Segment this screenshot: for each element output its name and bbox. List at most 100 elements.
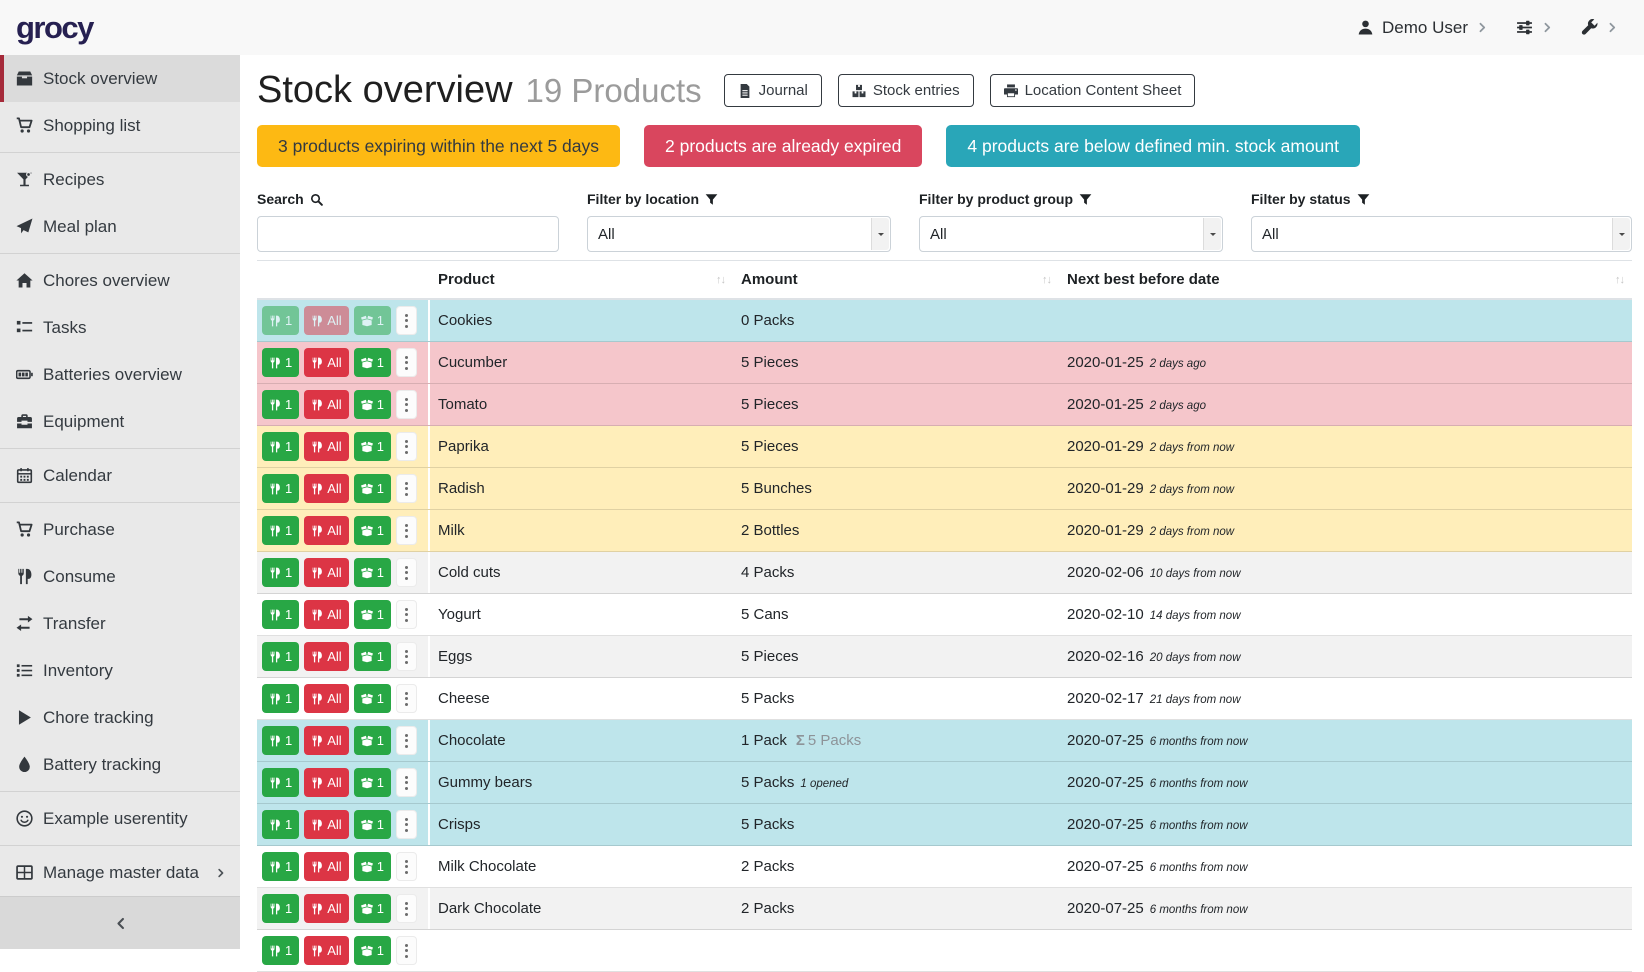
consume-all-button[interactable]: All	[304, 936, 348, 965]
alert-below-min-stock[interactable]: 4 products are below defined min. stock …	[946, 125, 1360, 167]
row-menu-button[interactable]	[396, 474, 417, 503]
consume-all-button[interactable]: All	[304, 432, 348, 461]
admin-menu[interactable]	[1581, 19, 1618, 36]
sidebar-item-chores-overview[interactable]: Chores overview	[0, 257, 240, 304]
sidebar-collapse-button[interactable]	[0, 896, 240, 949]
open-one-button[interactable]: 1	[354, 684, 391, 713]
consume-one-button[interactable]: 1	[262, 558, 299, 587]
row-menu-button[interactable]	[396, 390, 417, 419]
consume-all-button[interactable]: All	[304, 474, 348, 503]
consume-all-button[interactable]: All	[304, 684, 348, 713]
sort-icon[interactable]: ↑↓	[716, 274, 725, 286]
stock-entries-button[interactable]: Stock entries	[838, 74, 974, 107]
consume-one-button[interactable]: 1	[262, 726, 299, 755]
search-input[interactable]	[257, 216, 559, 252]
row-menu-button[interactable]	[396, 642, 417, 671]
row-menu-button[interactable]	[396, 726, 417, 755]
consume-all-button[interactable]: All	[304, 390, 348, 419]
consume-one-button[interactable]: 1	[262, 642, 299, 671]
consume-one-button[interactable]: 1	[262, 600, 299, 629]
row-menu-button[interactable]	[396, 810, 417, 839]
sidebar-item-battery-tracking[interactable]: Battery tracking	[0, 741, 240, 788]
open-one-button[interactable]: 1	[354, 516, 391, 545]
open-one-button[interactable]: 1	[354, 936, 391, 965]
open-one-button[interactable]: 1	[354, 894, 391, 923]
consume-all-button[interactable]: All	[304, 600, 348, 629]
consume-one-button[interactable]: 1	[262, 810, 299, 839]
consume-one-button[interactable]: 1	[262, 768, 299, 797]
journal-button[interactable]: Journal	[724, 74, 822, 107]
sidebar-item-consume[interactable]: Consume	[0, 553, 240, 600]
consume-one-button[interactable]: 1	[262, 516, 299, 545]
row-menu-button[interactable]	[396, 684, 417, 713]
consume-all-button[interactable]: All	[304, 894, 348, 923]
sidebar-item-inventory[interactable]: Inventory	[0, 647, 240, 694]
sidebar-item-tasks[interactable]: Tasks	[0, 304, 240, 351]
sidebar-item-meal-plan[interactable]: Meal plan	[0, 203, 240, 250]
consume-one-button[interactable]: 1	[262, 684, 299, 713]
consume-all-button[interactable]: All	[304, 642, 348, 671]
open-one-button[interactable]: 1	[354, 348, 391, 377]
row-menu-button[interactable]	[396, 600, 417, 629]
consume-all-button[interactable]: All	[304, 348, 348, 377]
row-menu-button[interactable]	[396, 768, 417, 797]
consume-all-button[interactable]: All	[304, 516, 348, 545]
settings-menu[interactable]	[1516, 19, 1553, 36]
sidebar-item-batteries-overview[interactable]: Batteries overview	[0, 351, 240, 398]
sidebar-item-calendar[interactable]: Calendar	[0, 452, 240, 499]
open-one-button[interactable]: 1	[354, 474, 391, 503]
sidebar-item-chore-tracking[interactable]: Chore tracking	[0, 694, 240, 741]
amount-column-header[interactable]: Amount ↑↓	[733, 261, 1059, 298]
consume-one-button[interactable]: 1	[262, 390, 299, 419]
open-one-button[interactable]: 1	[354, 852, 391, 881]
consume-one-button[interactable]: 1	[262, 432, 299, 461]
consume-one-button[interactable]: 1	[262, 894, 299, 923]
sidebar-item-manage-master-data[interactable]: Manage master data	[0, 849, 240, 896]
consume-all-button[interactable]: All	[304, 306, 348, 335]
bbd-column-header[interactable]: Next best before date ↑↓	[1059, 261, 1632, 298]
open-one-button[interactable]: 1	[354, 306, 391, 335]
sidebar-item-stock-overview[interactable]: Stock overview	[0, 55, 240, 102]
open-one-button[interactable]: 1	[354, 726, 391, 755]
consume-one-button[interactable]: 1	[262, 348, 299, 377]
sidebar-item-example-userentity[interactable]: Example userentity	[0, 795, 240, 842]
open-one-button[interactable]: 1	[354, 558, 391, 587]
sort-icon[interactable]: ↑↓	[1615, 274, 1624, 286]
sidebar-item-shopping-list[interactable]: Shopping list	[0, 102, 240, 149]
row-menu-button[interactable]	[396, 432, 417, 461]
product-group-filter-select[interactable]: All	[919, 216, 1223, 252]
product-column-header[interactable]: Product ↑↓	[430, 261, 733, 298]
row-menu-button[interactable]	[396, 936, 417, 965]
consume-all-button[interactable]: All	[304, 558, 348, 587]
consume-one-button[interactable]: 1	[262, 474, 299, 503]
consume-all-button[interactable]: All	[304, 726, 348, 755]
row-menu-button[interactable]	[396, 306, 417, 335]
open-one-button[interactable]: 1	[354, 600, 391, 629]
sidebar-item-purchase[interactable]: Purchase	[0, 506, 240, 553]
alert-expiring[interactable]: 3 products expiring within the next 5 da…	[257, 125, 620, 167]
open-one-button[interactable]: 1	[354, 810, 391, 839]
consume-one-button[interactable]: 1	[262, 306, 299, 335]
grocy-logo[interactable]: grocy	[16, 10, 93, 46]
consume-all-button[interactable]: All	[304, 810, 348, 839]
consume-one-button[interactable]: 1	[262, 852, 299, 881]
user-menu[interactable]: Demo User	[1357, 18, 1488, 38]
sidebar-item-equipment[interactable]: Equipment	[0, 398, 240, 445]
open-one-button[interactable]: 1	[354, 390, 391, 419]
status-filter-select[interactable]: All	[1251, 216, 1632, 252]
consume-one-button[interactable]: 1	[262, 936, 299, 965]
sidebar-item-transfer[interactable]: Transfer	[0, 600, 240, 647]
open-one-button[interactable]: 1	[354, 432, 391, 461]
row-menu-button[interactable]	[396, 516, 417, 545]
open-one-button[interactable]: 1	[354, 642, 391, 671]
sort-icon[interactable]: ↑↓	[1042, 274, 1051, 286]
open-one-button[interactable]: 1	[354, 768, 391, 797]
consume-all-button[interactable]: All	[304, 768, 348, 797]
row-menu-button[interactable]	[396, 348, 417, 377]
row-menu-button[interactable]	[396, 894, 417, 923]
location-filter-select[interactable]: All	[587, 216, 891, 252]
row-menu-button[interactable]	[396, 558, 417, 587]
row-menu-button[interactable]	[396, 852, 417, 881]
sidebar-item-recipes[interactable]: Recipes	[0, 156, 240, 203]
consume-all-button[interactable]: All	[304, 852, 348, 881]
